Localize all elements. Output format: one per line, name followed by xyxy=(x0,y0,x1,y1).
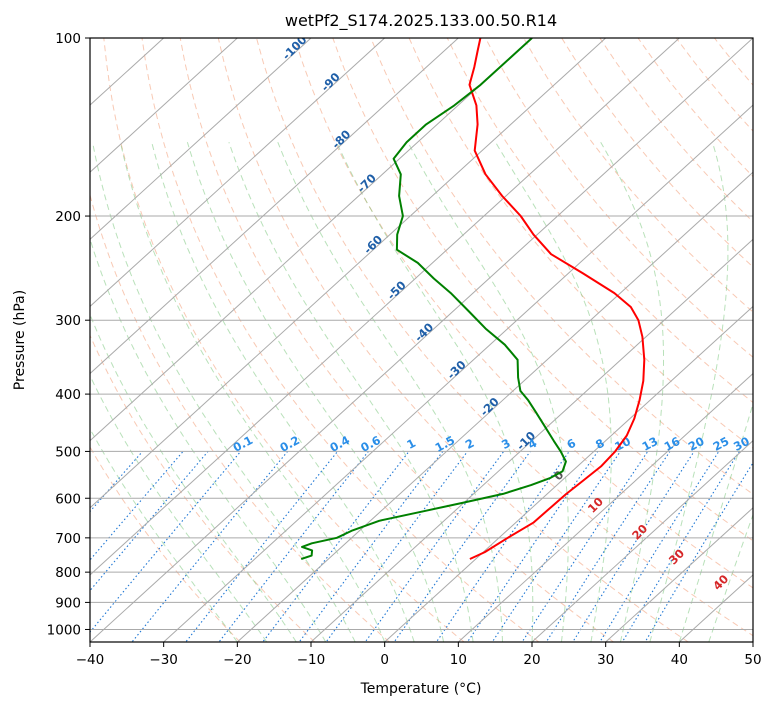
temperature-profile-line xyxy=(468,38,646,560)
isotherm-gridline xyxy=(236,171,753,642)
isotherm-gridline xyxy=(163,104,753,642)
x-tick-label: 30 xyxy=(597,652,614,668)
isotherm-gridline xyxy=(90,38,533,442)
isotherm-gridline xyxy=(90,38,753,642)
x-tick-label: −30 xyxy=(149,652,178,668)
x-tick-label: 40 xyxy=(671,652,688,668)
isotherm-gridline xyxy=(90,38,312,241)
dewpoint-profile-line xyxy=(300,38,567,560)
x-tick-label: −40 xyxy=(76,652,105,668)
mixing-ratio-label: 13 xyxy=(640,434,661,454)
sounding-profiles xyxy=(300,38,646,560)
isotherm-gridline xyxy=(90,38,386,308)
y-tick-label: 1000 xyxy=(47,622,81,638)
isotherm-gridline xyxy=(384,305,753,642)
x-tick-label: 20 xyxy=(523,652,540,668)
y-tick-label: 800 xyxy=(55,565,81,581)
isotherm-gridline xyxy=(90,38,680,576)
x-tick-label: −20 xyxy=(223,652,252,668)
dry-adiabat-line xyxy=(217,38,689,642)
x-axis: −40 −30 −20 −10 0 10 20 30 40 50 xyxy=(76,642,762,668)
x-tick-label: 0 xyxy=(380,652,389,668)
x-tick-label: 10 xyxy=(450,652,467,668)
x-tick-label: 50 xyxy=(744,652,761,668)
dry-adiabats xyxy=(90,38,753,642)
mixing-ratio-label: 16 xyxy=(662,434,683,454)
dry-adiabat-line xyxy=(179,38,614,642)
chart-title: wetPf2_S174.2025.133.00.50.R14 xyxy=(285,11,557,31)
mixing-ratio-label: 25 xyxy=(711,434,732,454)
dry-adiabat-line xyxy=(103,38,465,642)
y-tick-label: 400 xyxy=(55,387,81,403)
dry-adiabat-line xyxy=(90,193,390,642)
y-axis-label: Pressure (hPa) xyxy=(12,290,28,390)
dry-adiabat-line xyxy=(256,38,753,637)
grid xyxy=(90,38,753,642)
dry-adiabat-line xyxy=(446,38,753,404)
dry-adiabat-line xyxy=(370,38,753,495)
isotherm-gridline xyxy=(531,439,753,642)
dry-adiabat-line xyxy=(484,38,753,358)
mixing-ratio-label: 20 xyxy=(686,434,707,454)
y-tick-label: 200 xyxy=(55,209,81,225)
y-tick-label: 900 xyxy=(55,595,81,611)
dry-adiabat-line xyxy=(523,38,753,313)
plot-frame xyxy=(89,37,754,643)
y-tick-label: 500 xyxy=(55,444,81,460)
isotherm-gridline xyxy=(457,372,753,642)
y-tick-label: 700 xyxy=(55,531,81,547)
plot-area: -100-90-80-70-60-50-40-30-20-10010203040… xyxy=(90,38,753,642)
mixing-ratio-label: 30 xyxy=(731,434,752,454)
y-tick-label: 600 xyxy=(55,491,81,507)
x-axis-label: Temperature (°C) xyxy=(360,681,482,697)
isotherm-gridline xyxy=(90,38,238,173)
x-tick-label: −10 xyxy=(297,652,326,668)
dry-adiabat-line xyxy=(141,38,540,642)
y-tick-label: 300 xyxy=(55,313,81,329)
dry-adiabat-line xyxy=(408,38,753,449)
isotherm-gridline xyxy=(90,38,459,375)
isotherm-gridline xyxy=(605,507,753,642)
dry-adiabat-line xyxy=(332,38,753,542)
isotherm-gridline xyxy=(90,38,607,509)
y-axis: 100 200 300 400 500 600 700 800 900 1000 xyxy=(47,31,90,638)
dry-adiabat-line xyxy=(294,38,753,589)
y-tick-label: 100 xyxy=(55,31,81,47)
